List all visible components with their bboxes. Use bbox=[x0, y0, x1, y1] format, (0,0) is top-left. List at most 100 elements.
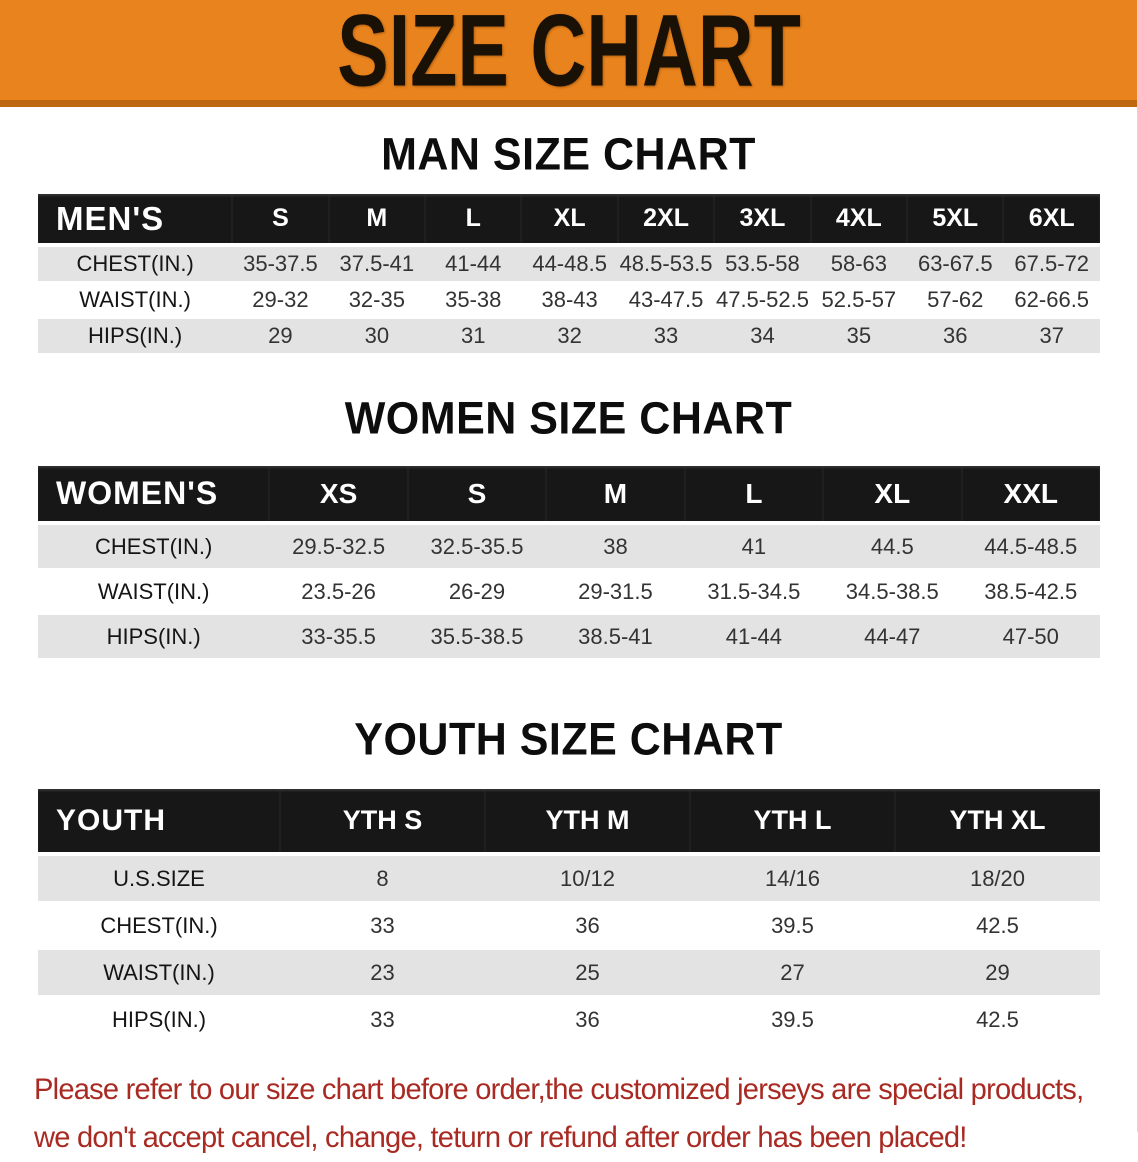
size-value-cell: 43-47.5 bbox=[628, 287, 704, 312]
measurement-label: WAIST(IN.) bbox=[79, 287, 191, 312]
size-value-cell: 44-47 bbox=[864, 623, 921, 649]
size-value-cell: 58-63 bbox=[830, 251, 887, 276]
size-value-cell: 8 bbox=[376, 865, 389, 891]
size-value-cell: 32.5-35.5 bbox=[430, 533, 524, 559]
size-column-header: 6XL bbox=[1003, 194, 1100, 247]
size-value-cell: 33 bbox=[370, 1006, 395, 1032]
size-value-cell: 10/12 bbox=[559, 865, 616, 891]
measurement-label: HIPS(IN.) bbox=[88, 323, 183, 348]
size-value-cell: 35-38 bbox=[445, 287, 502, 312]
size-value-cell: 44-48.5 bbox=[532, 251, 607, 276]
size-value-cell: 36 bbox=[575, 912, 600, 938]
size-value-cell: 33 bbox=[653, 323, 679, 348]
size-chart-banner: SIZE CHART bbox=[0, 0, 1137, 107]
size-value-cell: 53.5-58 bbox=[725, 251, 800, 276]
size-value-cell: 25 bbox=[575, 959, 600, 985]
size-column-header: 2XL bbox=[617, 194, 715, 247]
size-value-cell: 33-35.5 bbox=[301, 623, 376, 649]
size-value-cell: 18/20 bbox=[969, 865, 1026, 891]
size-column-header: 5XL bbox=[907, 194, 1004, 247]
size-column-header: L bbox=[425, 194, 522, 247]
size-value-cell: 37.5-41 bbox=[339, 251, 415, 276]
table-row: CHEST(IN.) 35-37.5 37.5-41 41-44 44-48.5 48.5… bbox=[38, 245, 1100, 282]
size-value-cell: 57-62 bbox=[927, 287, 984, 312]
order-policy-line-1: Please refer to our size chart before or… bbox=[34, 1073, 1084, 1106]
size-column-header: XL bbox=[521, 194, 618, 247]
size-column-header: S bbox=[407, 466, 547, 525]
size-column-header: YTH L bbox=[689, 789, 895, 856]
size-value-cell: 35 bbox=[846, 323, 872, 348]
size-column-header: 4XL bbox=[810, 194, 908, 247]
size-value-cell: 39.5 bbox=[771, 1006, 814, 1032]
measurement-label: HIPS(IN.) bbox=[111, 1006, 207, 1032]
size-value-cell: 47-50 bbox=[1002, 623, 1059, 649]
table-row: WAIST(IN.) 23 25 27 29 bbox=[38, 949, 1100, 996]
size-value-cell: 44.5-48.5 bbox=[984, 533, 1078, 559]
table-row: HIPS(IN.) 33 36 39.5 42.5 bbox=[38, 996, 1100, 1043]
size-value-cell: 36 bbox=[575, 1006, 600, 1032]
size-column-header: YTH S bbox=[280, 789, 485, 856]
size-value-cell: 31.5-34.5 bbox=[707, 578, 801, 604]
size-value-cell: 35-37.5 bbox=[243, 251, 318, 276]
order-policy-note: Please refer to our size chart before or… bbox=[34, 1066, 1137, 1162]
size-value-cell: 29 bbox=[985, 959, 1010, 985]
table-row: HIPS(IN.) 33-35.5 35.5-38.5 38.5-41 41-44 44-… bbox=[38, 614, 1100, 659]
size-column-header: L bbox=[684, 466, 824, 525]
size-value-cell: 34.5-38.5 bbox=[845, 578, 939, 604]
table-row: HIPS(IN.) 29 30 31 32 33 34 35 36 37 bbox=[38, 318, 1100, 354]
men-size-chart-section: MAN SIZE CHART MEN'S S M L XL 2XL 3XL 4XL 5XL 6XL… bbox=[0, 130, 1137, 355]
measurement-label: WAIST(IN.) bbox=[103, 959, 215, 985]
size-value-cell: 37 bbox=[1039, 323, 1064, 348]
size-value-cell: 63-67.5 bbox=[917, 251, 993, 276]
size-column-header: 3XL bbox=[714, 194, 811, 247]
size-value-cell: 44.5 bbox=[870, 533, 914, 559]
women-section-heading: WOMEN SIZE CHART bbox=[344, 393, 793, 445]
size-column-header: YTH XL bbox=[894, 789, 1100, 856]
youth-size-chart-section: YOUTH SIZE CHART YOUTH YTH S YTH M YTH L YTH… bbox=[0, 714, 1137, 1044]
size-value-cell: 32 bbox=[557, 323, 582, 348]
men-size-table: MEN'S S M L XL 2XL 3XL 4XL 5XL 6XL CHEST(IN.) 35-37… bbox=[38, 194, 1100, 355]
size-column-header: XS bbox=[269, 466, 408, 525]
table-row: U.S.SIZE 8 10/12 14/16 18/20 bbox=[38, 854, 1100, 902]
corner-label: WOMEN'S bbox=[38, 466, 270, 525]
header-row: MEN'S S M L XL 2XL 3XL 4XL 5XL 6XL bbox=[38, 194, 1100, 247]
size-value-cell: 41-44 bbox=[445, 251, 502, 276]
header-row: WOMEN'S XS S M L XL XXL bbox=[38, 466, 1100, 525]
women-size-table: WOMEN'S XS S M L XL XXL CHEST(IN.) 29.5-32.5 32.5… bbox=[38, 466, 1100, 660]
table-row: CHEST(IN.) 29.5-32.5 32.5-35.5 38 41 44.5 44.5… bbox=[38, 523, 1100, 569]
size-value-cell: 31 bbox=[460, 323, 486, 348]
size-value-cell: 34 bbox=[750, 323, 775, 348]
size-value-cell: 36 bbox=[943, 323, 968, 348]
size-value-cell: 26-29 bbox=[448, 578, 506, 604]
youth-section-heading: YOUTH SIZE CHART bbox=[354, 714, 783, 766]
header-row: YOUTH YTH S YTH M YTH L YTH XL bbox=[38, 789, 1100, 856]
measurement-label: CHEST(IN.) bbox=[95, 533, 213, 559]
size-value-cell: 38-43 bbox=[541, 287, 598, 312]
size-value-cell: 38.5-41 bbox=[578, 623, 653, 649]
size-column-header: S bbox=[232, 194, 329, 247]
size-value-cell: 29-32 bbox=[252, 287, 309, 312]
size-value-cell: 52.5-57 bbox=[821, 287, 897, 312]
measurement-label: CHEST(IN.) bbox=[76, 251, 194, 276]
table-row: CHEST(IN.) 33 36 39.5 42.5 bbox=[38, 902, 1100, 949]
size-value-cell: 42.5 bbox=[976, 1006, 1019, 1032]
size-value-cell: 41-44 bbox=[725, 623, 782, 649]
measurement-label: CHEST(IN.) bbox=[100, 912, 218, 938]
size-value-cell: 23.5-26 bbox=[301, 578, 376, 604]
corner-label: YOUTH bbox=[38, 789, 281, 856]
size-value-cell: 30 bbox=[364, 323, 390, 348]
size-value-cell: 29 bbox=[268, 323, 293, 348]
size-column-header: XXL bbox=[961, 466, 1100, 525]
size-value-cell: 14/16 bbox=[764, 865, 820, 891]
size-value-cell: 42.5 bbox=[976, 912, 1019, 938]
size-column-header: M bbox=[546, 466, 685, 525]
table-row: WAIST(IN.) 29-32 32-35 35-38 38-43 43-47.5 47.… bbox=[38, 282, 1100, 318]
size-value-cell: 27 bbox=[780, 959, 805, 985]
table-row: WAIST(IN.) 23.5-26 26-29 29-31.5 31.5-34.5 34… bbox=[38, 569, 1100, 614]
size-column-header: M bbox=[328, 194, 426, 247]
banner-title: SIZE CHART bbox=[336, 0, 801, 107]
size-value-cell: 29.5-32.5 bbox=[292, 533, 386, 559]
size-column-header: XL bbox=[823, 466, 962, 525]
size-value-cell: 62-66.5 bbox=[1014, 287, 1090, 312]
